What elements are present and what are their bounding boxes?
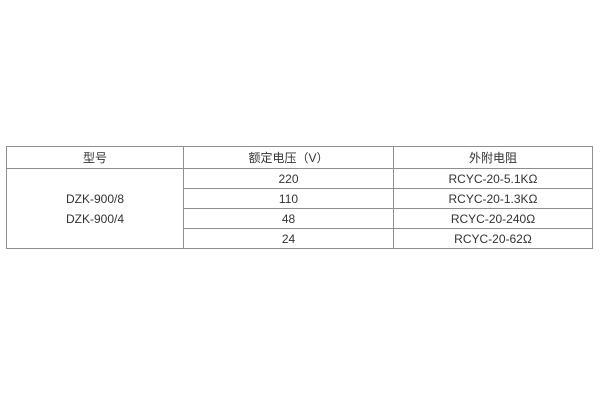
voltage-cell: 110 — [183, 188, 394, 209]
table-row: 110 RCYC-20-1.3KΩ — [7, 188, 593, 209]
spec-table: 型号 额定电压（V） 外附电阻 DZK-900/8 DZK-900/4 220 … — [6, 146, 593, 249]
table-row: DZK-900/8 DZK-900/4 220 RCYC-20-5.1KΩ — [6, 168, 593, 249]
header-rated-voltage: 额定电压（V） — [183, 146, 394, 169]
resistance-cell: RCYC-20-62Ω — [393, 228, 593, 249]
voltage-cell: 48 — [183, 208, 394, 229]
model-line-2: DZK-900/4 — [65, 211, 125, 226]
resistance-cell: RCYC-20-1.3KΩ — [393, 188, 593, 209]
table-header-row: 型号 额定电压（V） 外附电阻 — [6, 146, 593, 169]
table-row: 24 RCYC-20-62Ω — [7, 228, 593, 249]
voltage-cell: 24 — [183, 228, 394, 249]
table-row: 48 RCYC-20-240Ω — [7, 208, 593, 229]
model-line-1: DZK-900/8 — [65, 191, 125, 206]
header-model: 型号 — [6, 146, 184, 169]
resistance-cell: RCYC-20-5.1KΩ — [393, 168, 593, 189]
header-external-resistor: 外附电阻 — [393, 146, 593, 169]
model-cell: DZK-900/8 DZK-900/4 — [6, 168, 184, 249]
resistance-cell: RCYC-20-240Ω — [393, 208, 593, 229]
voltage-cell: 220 — [183, 168, 394, 189]
